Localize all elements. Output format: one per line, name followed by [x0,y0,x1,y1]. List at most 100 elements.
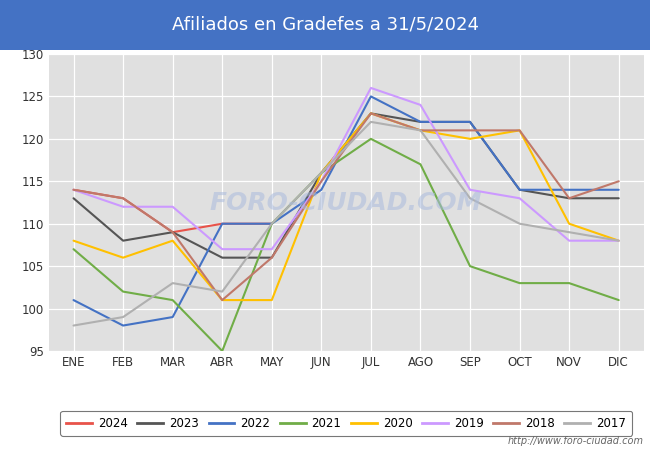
2019 [268,247,276,252]
2019 [417,102,424,108]
2020 [268,297,276,303]
2017 [417,128,424,133]
2023 [317,170,325,176]
2023 [466,119,474,125]
2019 [566,238,573,243]
2023 [515,187,523,193]
Line: 2020: 2020 [73,113,619,300]
2024 [70,187,77,193]
2020 [615,238,623,243]
2022 [367,94,375,99]
2018 [169,230,177,235]
2017 [169,280,177,286]
2019 [169,204,177,209]
2018 [515,128,523,133]
2017 [615,238,623,243]
2021 [566,280,573,286]
2019 [218,247,226,252]
2019 [615,238,623,243]
2018 [317,179,325,184]
2022 [317,187,325,193]
2022 [566,187,573,193]
2023 [70,196,77,201]
2018 [615,179,623,184]
Text: FORO-CIUDAD.COM: FORO-CIUDAD.COM [210,190,482,215]
2018 [367,111,375,116]
2022 [119,323,127,328]
2024 [169,230,177,235]
2020 [169,238,177,243]
2021 [317,170,325,176]
2021 [70,247,77,252]
2017 [367,119,375,125]
2021 [515,280,523,286]
Text: Afiliados en Gradefes a 31/5/2024: Afiliados en Gradefes a 31/5/2024 [172,16,478,34]
2020 [317,170,325,176]
2018 [119,196,127,201]
2019 [317,179,325,184]
2023 [566,196,573,201]
2021 [218,348,226,354]
2021 [417,162,424,167]
2018 [417,128,424,133]
2020 [566,221,573,226]
2020 [218,297,226,303]
2024 [119,196,127,201]
2021 [466,263,474,269]
2022 [169,315,177,320]
2022 [218,221,226,226]
2020 [119,255,127,261]
2024 [268,221,276,226]
2018 [466,128,474,133]
2019 [70,187,77,193]
2023 [119,238,127,243]
2024 [218,221,226,226]
2018 [268,255,276,261]
2017 [70,323,77,328]
Line: 2023: 2023 [73,113,619,258]
Line: 2022: 2022 [73,96,619,325]
2022 [515,187,523,193]
2018 [566,196,573,201]
2019 [515,196,523,201]
2020 [70,238,77,243]
2023 [169,230,177,235]
2017 [566,230,573,235]
2021 [615,297,623,303]
2022 [70,297,77,303]
2023 [367,111,375,116]
2023 [417,119,424,125]
2020 [367,111,375,116]
2017 [317,170,325,176]
2018 [70,187,77,193]
2021 [119,289,127,294]
Line: 2019: 2019 [73,88,619,249]
2019 [367,85,375,90]
2017 [268,221,276,226]
2023 [268,255,276,261]
2017 [218,289,226,294]
Line: 2021: 2021 [73,139,619,351]
2018 [218,297,226,303]
2017 [119,315,127,320]
2020 [417,128,424,133]
2023 [615,196,623,201]
Line: 2017: 2017 [73,122,619,325]
2021 [367,136,375,142]
2019 [466,187,474,193]
2022 [466,119,474,125]
2017 [515,221,523,226]
2021 [169,297,177,303]
2022 [417,119,424,125]
Line: 2024: 2024 [73,190,272,232]
2020 [515,128,523,133]
2021 [268,221,276,226]
2019 [119,204,127,209]
Text: http://www.foro-ciudad.com: http://www.foro-ciudad.com [508,436,644,446]
2020 [466,136,474,142]
2023 [218,255,226,261]
2022 [268,221,276,226]
2022 [615,187,623,193]
Legend: 2024, 2023, 2022, 2021, 2020, 2019, 2018, 2017: 2024, 2023, 2022, 2021, 2020, 2019, 2018… [60,411,632,436]
Line: 2018: 2018 [73,113,619,300]
